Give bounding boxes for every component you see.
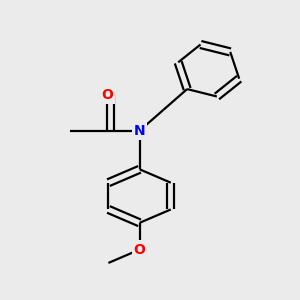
Text: O: O <box>101 88 113 102</box>
Text: N: N <box>134 124 146 138</box>
Text: O: O <box>134 243 146 256</box>
